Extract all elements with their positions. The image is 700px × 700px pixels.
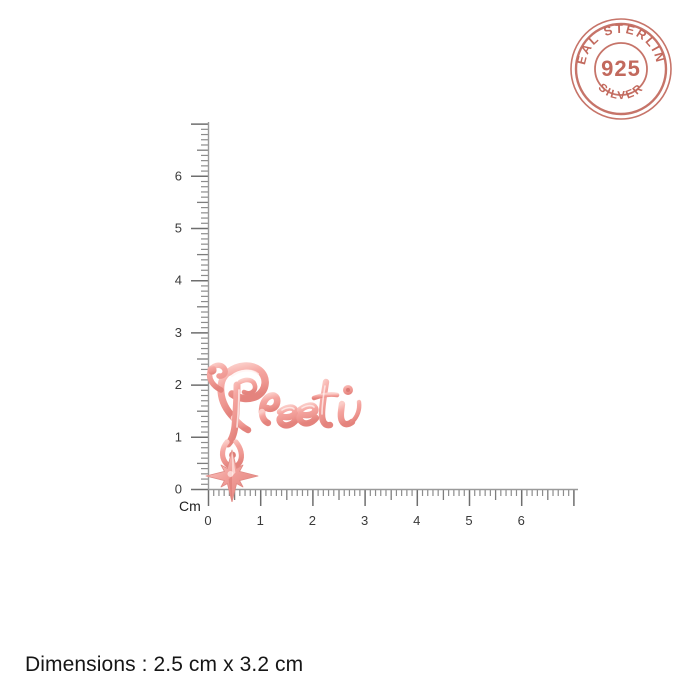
dimensions-caption: Dimensions : 2.5 cm x 3.2 cm (25, 653, 304, 676)
sterling-silver-hallmark-stamp: REAL STERLING 925 SILVER (569, 17, 673, 121)
ruler-label-horizontal: 0 (204, 513, 211, 528)
name-pendant-product-image (196, 352, 396, 502)
script-highlights (231, 369, 326, 428)
eight-point-star-charm (205, 449, 259, 502)
ruler-label-horizontal: 2 (309, 513, 316, 528)
ruler-label-vertical: 3 (175, 325, 182, 340)
ruler-label-horizontal: 5 (465, 513, 472, 528)
stamp-bottom-arc-text: SILVER (596, 82, 647, 103)
ruler-label-vertical: 5 (175, 221, 182, 236)
stamp-center-text: 925 (601, 56, 641, 81)
ruler-label-vertical: 4 (175, 273, 182, 288)
ruler-label-vertical: 1 (175, 429, 182, 444)
ruler-label-vertical: 6 (175, 168, 182, 183)
ruler-label-vertical: 0 (175, 482, 182, 497)
ruler-label-horizontal: 4 (413, 513, 420, 528)
ruler-label-horizontal: 3 (361, 513, 368, 528)
ruler-label-vertical: 2 (175, 377, 182, 392)
script-name-letters (206, 362, 362, 448)
ruler-label-horizontal: 1 (257, 513, 264, 528)
ruler-label-horizontal: 6 (518, 513, 525, 528)
stamp-rings (570, 18, 672, 120)
